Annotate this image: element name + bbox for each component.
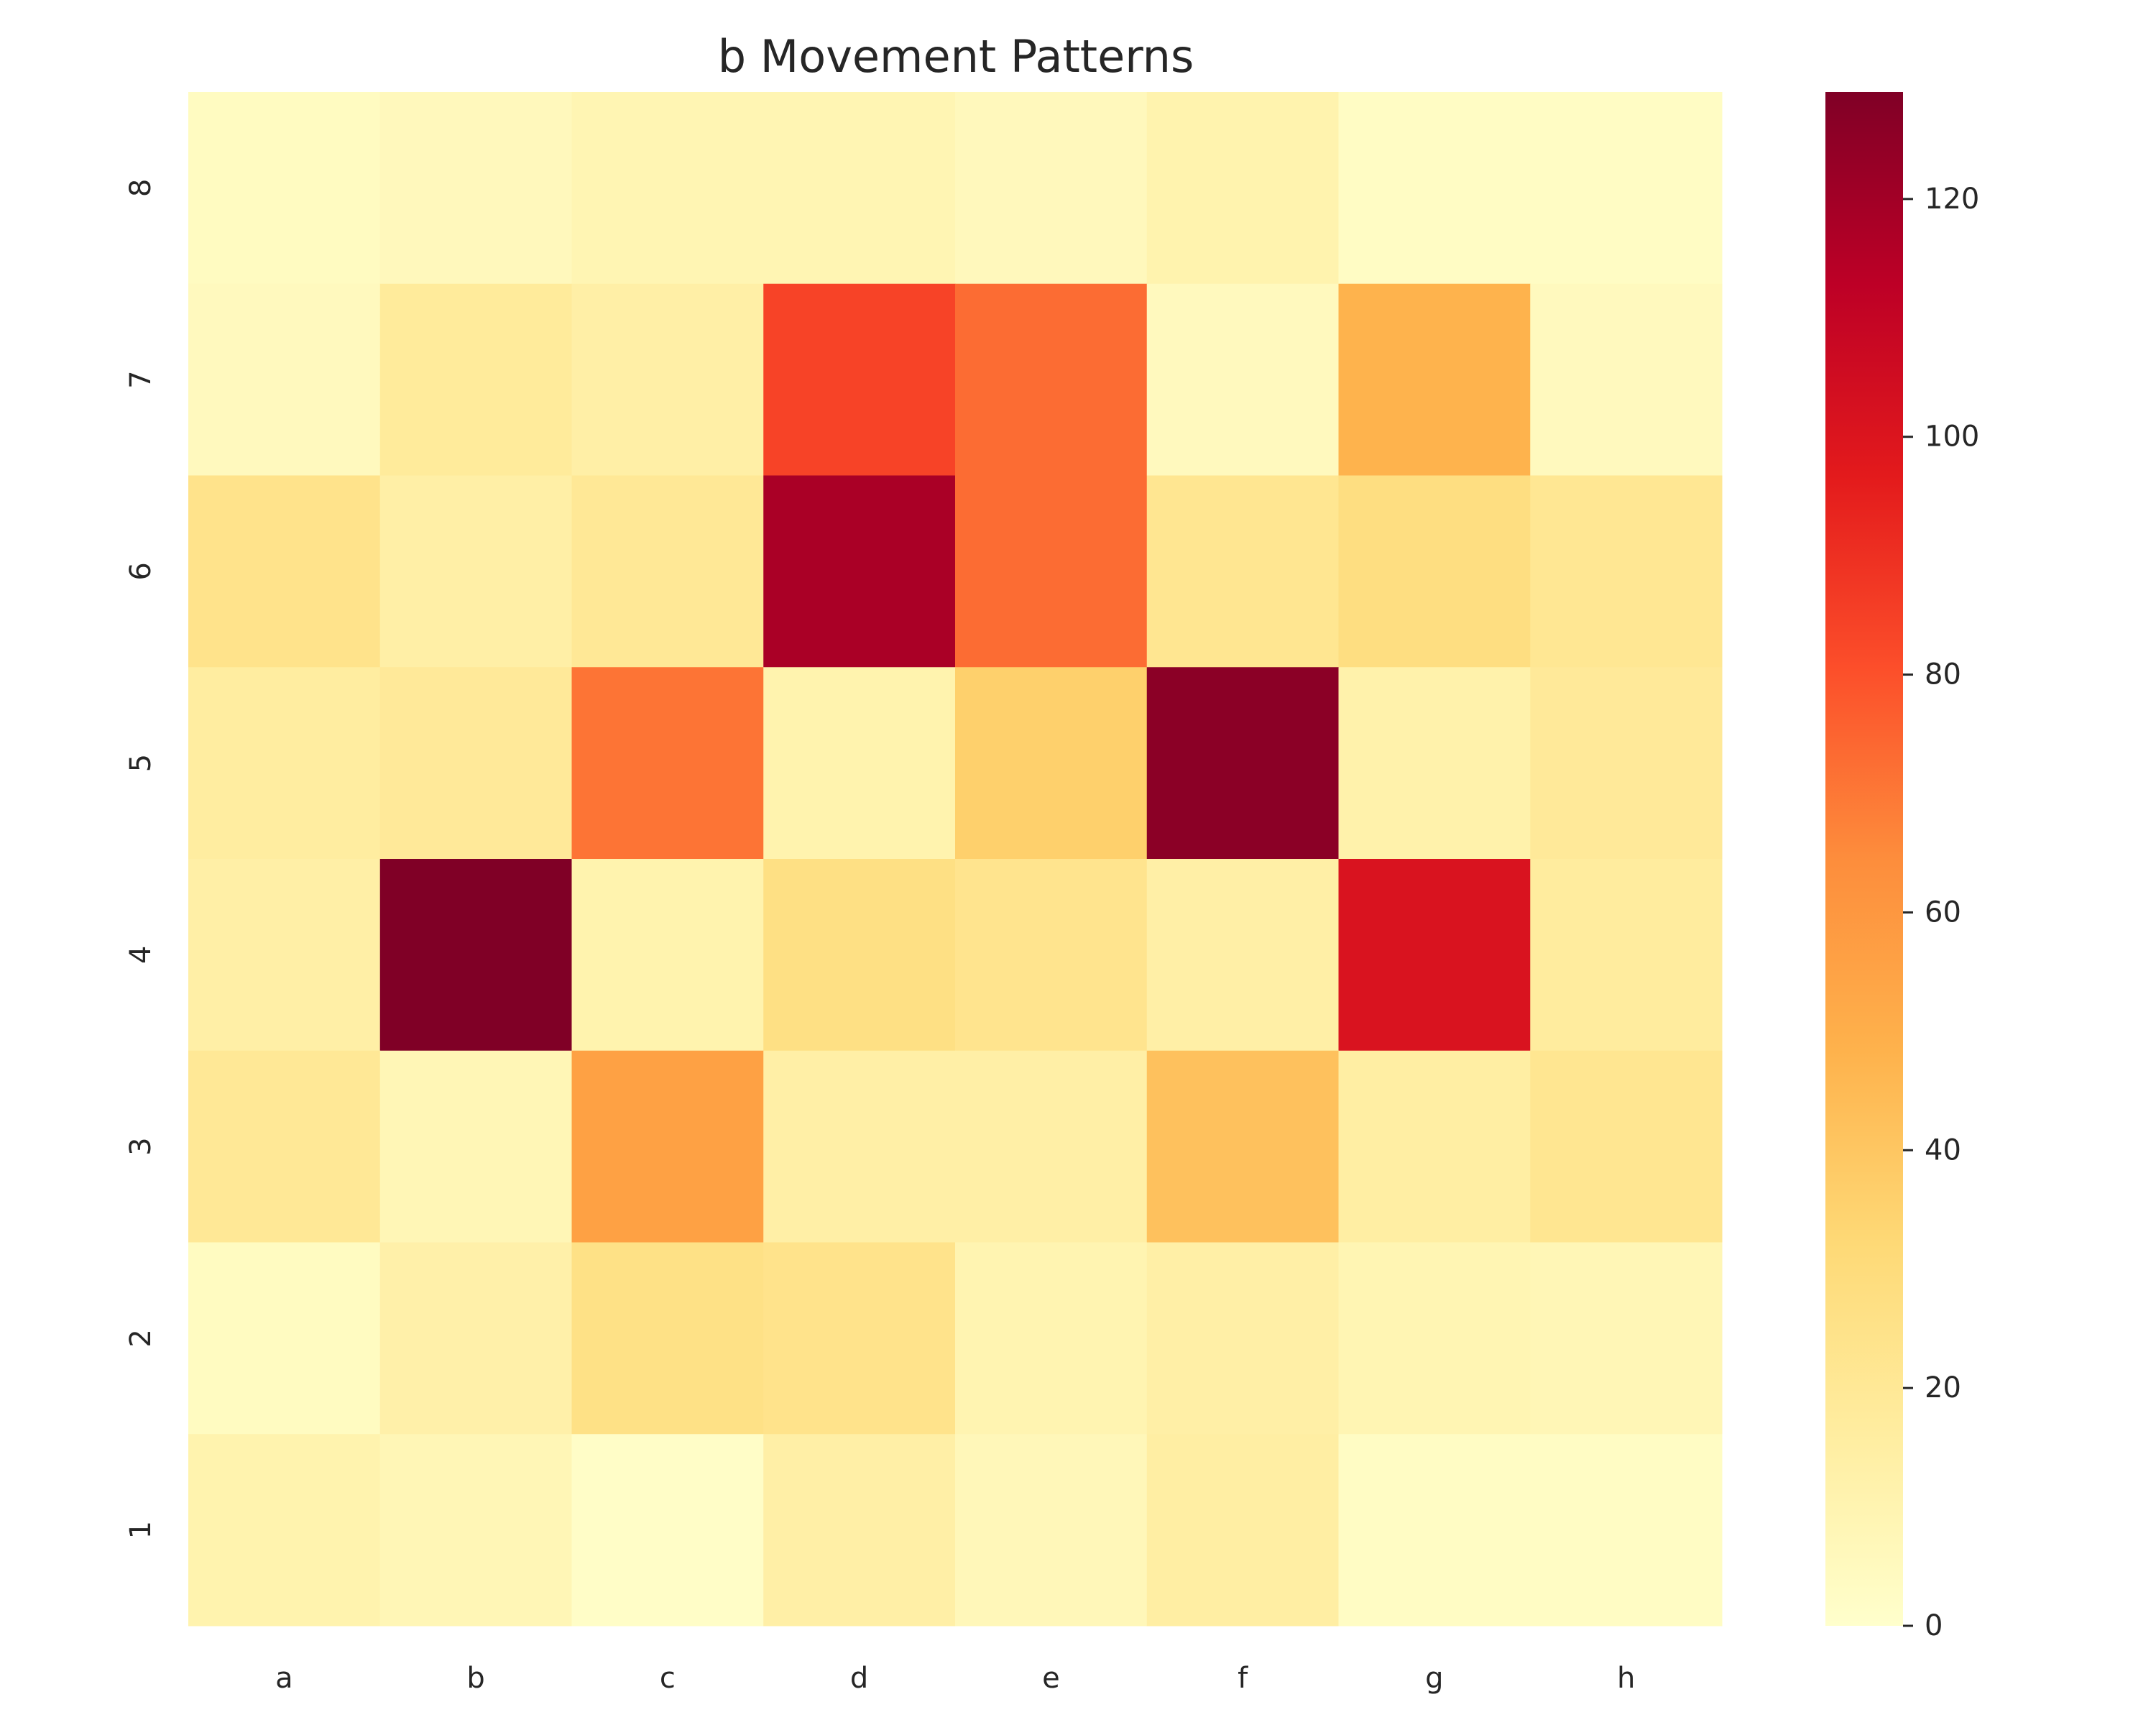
x-tick-label: g: [1425, 1662, 1443, 1695]
heatmap-cell-f7: [1146, 283, 1339, 476]
heatmap-cell-g4: [1338, 859, 1531, 1052]
heatmap-cell-a2: [188, 1242, 381, 1435]
x-tick-label: c: [660, 1662, 676, 1695]
colorbar-ticks: 0 20 40 60 80 100 120: [1903, 183, 1979, 1642]
heatmap-cell-d1: [763, 1434, 956, 1627]
heatmap-cell-h3: [1530, 1050, 1723, 1243]
heatmap-cell-h2: [1530, 1242, 1723, 1435]
y-tick-label: 6: [124, 562, 157, 580]
heatmap-cell-h7: [1530, 283, 1723, 476]
heatmap-cell-h6: [1530, 475, 1723, 668]
heatmap-cell-a5: [188, 667, 381, 860]
heatmap-cell-d2: [763, 1242, 956, 1435]
heatmap-cell-h4: [1530, 859, 1723, 1052]
heatmap-cell-g5: [1338, 667, 1531, 860]
heatmap-cell-d3: [763, 1050, 956, 1243]
heatmap-cell-c8: [571, 92, 764, 285]
y-tick-label: 2: [124, 1329, 157, 1347]
heatmap-cell-f5: [1146, 667, 1339, 860]
heatmap-cell-h8: [1530, 92, 1723, 285]
x-tick-label: e: [1042, 1662, 1060, 1695]
heatmap-cell-f6: [1146, 475, 1339, 668]
heatmap-cell-d5: [763, 667, 956, 860]
heatmap-cell-a1: [188, 1434, 381, 1627]
heatmap-cell-e3: [955, 1050, 1148, 1243]
heatmap-cell-e6: [955, 475, 1148, 668]
heatmap-cell-c1: [571, 1434, 764, 1627]
heatmap-cell-f2: [1146, 1242, 1339, 1435]
chart-title: b Movement Patterns: [718, 30, 1194, 83]
heatmap-cell-b8: [379, 92, 572, 285]
colorbar-tick-label: 80: [1925, 658, 1961, 691]
heatmap-cell-c4: [571, 859, 764, 1052]
colorbar-tick-label: 0: [1925, 1609, 1943, 1642]
heatmap-cell-f8: [1146, 92, 1339, 285]
heatmap-cell-b7: [379, 283, 572, 476]
y-tick-label: 1: [124, 1521, 157, 1539]
heatmap-cell-g2: [1338, 1242, 1531, 1435]
heatmap-cell-d4: [763, 859, 956, 1052]
y-axis-ticks: 8 7 6 5 4 3 2 1: [124, 179, 157, 1540]
x-axis-ticks: a b c d e f g h: [275, 1662, 1635, 1695]
x-tick-label: b: [466, 1662, 484, 1695]
heatmap-cell-a4: [188, 859, 381, 1052]
colorbar-tick-label: 40: [1925, 1133, 1961, 1167]
heatmap-cell-c7: [571, 283, 764, 476]
heatmap-cell-d8: [763, 92, 956, 285]
heatmap-cell-a3: [188, 1050, 381, 1243]
y-tick-label: 5: [124, 754, 157, 772]
heatmap-cell-f4: [1146, 859, 1339, 1052]
heatmap-cell-f1: [1146, 1434, 1339, 1627]
heatmap-cell-g6: [1338, 475, 1531, 668]
heatmap-cell-a6: [188, 475, 381, 668]
heatmap-cell-a7: [188, 283, 381, 476]
heatmap-cells: [188, 92, 1723, 1627]
heatmap-cell-e1: [955, 1434, 1148, 1627]
x-tick-label: d: [850, 1662, 868, 1695]
heatmap-cell-c6: [571, 475, 764, 668]
heatmap-cell-e2: [955, 1242, 1148, 1435]
colorbar-tick-label: 60: [1925, 896, 1961, 929]
y-tick-label: 7: [124, 370, 157, 388]
heatmap-cell-d7: [763, 283, 956, 476]
heatmap-cell-b5: [379, 667, 572, 860]
heatmap-cell-c3: [571, 1050, 764, 1243]
heatmap-cell-d6: [763, 475, 956, 668]
y-tick-label: 3: [124, 1137, 157, 1155]
heatmap-cell-h5: [1530, 667, 1723, 860]
colorbar-tick-label: 120: [1925, 183, 1979, 216]
heatmap-cell-e4: [955, 859, 1148, 1052]
heatmap-cell-b3: [379, 1050, 572, 1243]
y-tick-label: 4: [124, 946, 157, 964]
heatmap-cell-b6: [379, 475, 572, 668]
heatmap-cell-e7: [955, 283, 1148, 476]
y-tick-label: 8: [124, 179, 157, 197]
colorbar-tick-label: 20: [1925, 1371, 1961, 1404]
heatmap-cell-e8: [955, 92, 1148, 285]
heatmap-cell-g1: [1338, 1434, 1531, 1627]
x-tick-label: h: [1617, 1662, 1635, 1695]
heatmap-cell-e5: [955, 667, 1148, 860]
heatmap-cell-a8: [188, 92, 381, 285]
heatmap-cell-b2: [379, 1242, 572, 1435]
colorbar: [1825, 92, 1903, 1626]
heatmap-cell-g3: [1338, 1050, 1531, 1243]
colorbar-tick-label: 100: [1925, 420, 1979, 454]
heatmap-cell-c2: [571, 1242, 764, 1435]
heatmap-cell-b4: [379, 859, 572, 1052]
heatmap-cell-g8: [1338, 92, 1531, 285]
heatmap-cell-c5: [571, 667, 764, 860]
heatmap-cell-g7: [1338, 283, 1531, 476]
heatmap-cell-h1: [1530, 1434, 1723, 1627]
x-tick-label: f: [1238, 1662, 1248, 1695]
heatmap-cell-f3: [1146, 1050, 1339, 1243]
x-tick-label: a: [275, 1662, 293, 1695]
heatmap-cell-b1: [379, 1434, 572, 1627]
